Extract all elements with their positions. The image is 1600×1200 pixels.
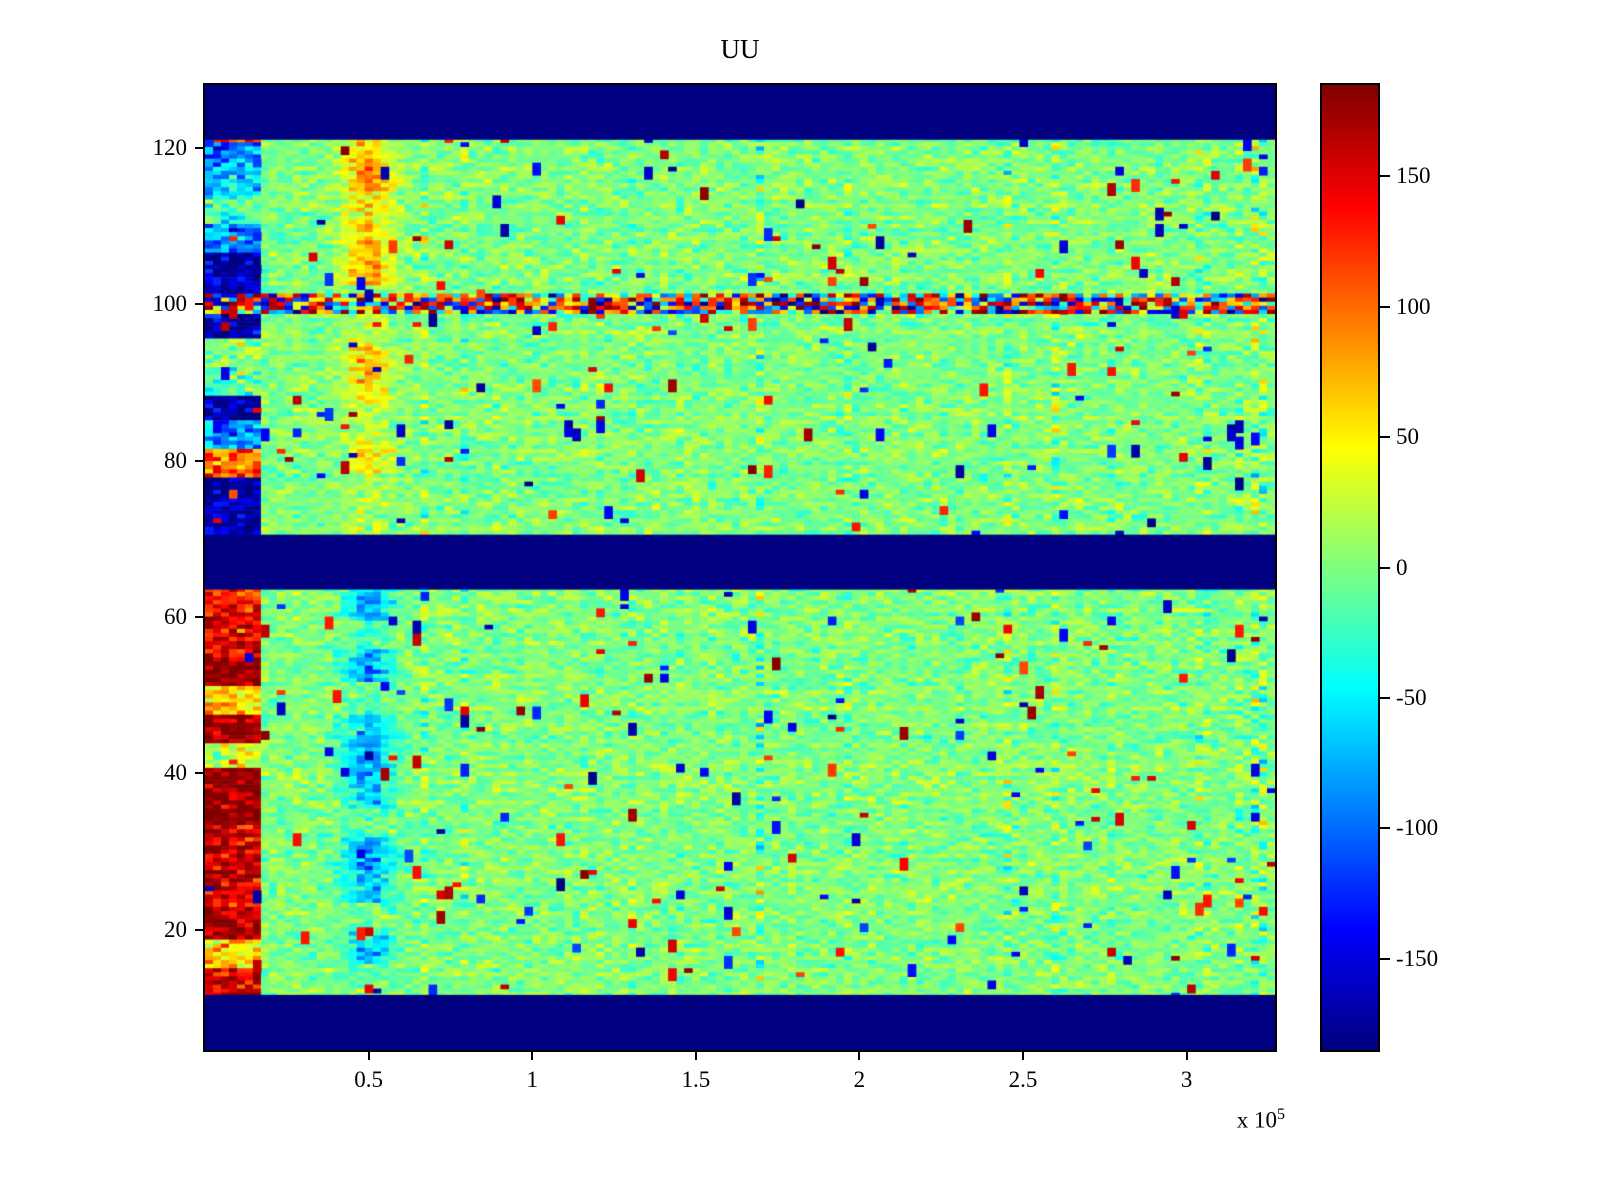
colorbar-tick-mark <box>1380 827 1390 830</box>
y-tick-mark <box>195 772 205 775</box>
plot-frame <box>203 83 1277 1052</box>
colorbar-tick-label: 150 <box>1396 163 1431 189</box>
heatmap-canvas <box>205 85 1275 1050</box>
colorbar-tick-mark <box>1380 175 1390 178</box>
y-tick-mark <box>195 146 205 149</box>
x-axis-exponent-label: x 105 <box>1165 1106 1285 1134</box>
x-tick-mark <box>1022 1050 1025 1060</box>
colorbar-tick-label: -50 <box>1396 684 1427 710</box>
colorbar-tick-mark <box>1380 696 1390 699</box>
chart-title: UU <box>720 34 760 64</box>
x-tick-label: 1 <box>526 1067 538 1092</box>
y-tick-label: 120 <box>152 134 188 160</box>
x-tick-label: 3 <box>1180 1067 1193 1092</box>
x-tick-mark <box>367 1050 370 1060</box>
y-tick-label: 100 <box>152 291 188 317</box>
exponent-prefix: x 10 <box>1236 1107 1277 1133</box>
x-tick-mark <box>531 1050 534 1060</box>
colorbar-tick-label: -150 <box>1396 945 1439 971</box>
colorbar-tick-label: 50 <box>1396 424 1419 450</box>
colorbar-tick-mark <box>1380 305 1390 308</box>
colorbar-tick-label: -100 <box>1396 815 1439 841</box>
colorbar-tick-label: 100 <box>1396 293 1431 319</box>
y-tick-label: 20 <box>164 916 187 942</box>
colorbar-tick-mark <box>1380 566 1390 569</box>
y-tick-label: 40 <box>164 760 187 786</box>
y-tick-mark <box>195 928 205 931</box>
x-tick-label: 1.5 <box>681 1067 711 1092</box>
colorbar-canvas <box>1322 85 1378 1050</box>
colorbar-tick-mark <box>1380 436 1390 439</box>
x-tick-mark <box>858 1050 861 1060</box>
y-tick-label: 60 <box>164 603 187 629</box>
colorbar-tick-label: 0 <box>1396 554 1408 580</box>
x-tick-label: 2 <box>853 1067 866 1092</box>
x-tick-label: 2.5 <box>1008 1067 1038 1092</box>
y-tick-mark <box>195 303 205 306</box>
colorbar-tick-mark <box>1380 957 1390 960</box>
y-tick-mark <box>195 615 205 618</box>
x-tick-mark <box>694 1050 697 1060</box>
y-tick-label: 80 <box>164 447 187 473</box>
x-tick-label: 0.5 <box>354 1067 383 1092</box>
exponent-value: 5 <box>1277 1106 1285 1123</box>
y-tick-mark <box>195 459 205 462</box>
x-tick-mark <box>1185 1050 1188 1060</box>
colorbar-frame <box>1320 83 1380 1052</box>
